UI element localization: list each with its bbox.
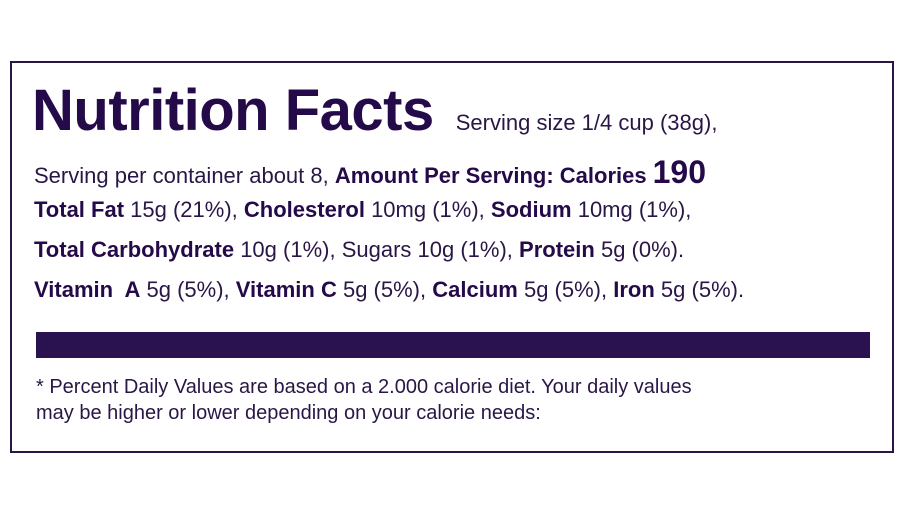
vitamins-row: Vitamin A 5g (5%), Vitamin C 5g (5%), Ca… bbox=[34, 277, 744, 303]
servings-per-container: Serving per container about 8, bbox=[34, 163, 329, 188]
vitamin-c-name: Vitamin C bbox=[235, 277, 337, 302]
total-carbohydrate-value: 10g (1%), bbox=[240, 237, 336, 262]
cholesterol-name: Cholesterol bbox=[243, 197, 365, 222]
label-title: Nutrition Facts bbox=[32, 78, 434, 143]
amount-per-serving: Amount Per Serving: Calories bbox=[334, 163, 647, 188]
calcium-name: Calcium bbox=[432, 277, 518, 302]
iron-value: 5g (5%). bbox=[660, 277, 745, 302]
vitamin-c-value: 5g (5%), bbox=[342, 277, 427, 302]
total-carbohydrate-name: Total Carbohydrate bbox=[34, 237, 235, 262]
serving-size: Serving size 1/4 cup (38g), bbox=[455, 110, 718, 135]
footnote: * Percent Daily Values are based on a 2.… bbox=[36, 374, 856, 426]
sodium-value: 10mg (1%), bbox=[577, 197, 692, 222]
vitamin-a-name: Vitamin A bbox=[34, 277, 141, 302]
total-fat-name: Total Fat bbox=[34, 197, 125, 222]
sodium-name: Sodium bbox=[490, 197, 572, 222]
servings-row: Serving per container about 8, Amount Pe… bbox=[34, 154, 706, 191]
calcium-value: 5g (5%), bbox=[523, 277, 608, 302]
title-line: Nutrition Facts Serving size 1/4 cup (38g… bbox=[32, 77, 882, 144]
total-fat-value: 15g (21%), bbox=[130, 197, 238, 222]
iron-name: Iron bbox=[613, 277, 655, 302]
footnote-line-2: may be higher or lower depending on your… bbox=[36, 402, 541, 424]
footnote-line-1: * Percent Daily Values are based on a 2.… bbox=[36, 376, 692, 398]
nutrition-label: Nutrition Facts Serving size 1/4 cup (38g… bbox=[10, 61, 894, 453]
calories-value: 190 bbox=[652, 154, 707, 190]
carbs-row: Total Carbohydrate 10g (1%), Sugars 10g … bbox=[34, 237, 684, 263]
protein-value: 5g (0%). bbox=[600, 237, 685, 262]
divider-bar bbox=[36, 332, 870, 358]
protein-name: Protein bbox=[519, 237, 595, 262]
cholesterol-value: 10mg (1%), bbox=[371, 197, 485, 222]
sugars-text: Sugars 10g (1%), bbox=[341, 237, 513, 262]
fats-row: Total Fat 15g (21%), Cholesterol 10mg (1… bbox=[34, 197, 691, 223]
vitamin-a-value: 5g (5%), bbox=[146, 277, 230, 302]
